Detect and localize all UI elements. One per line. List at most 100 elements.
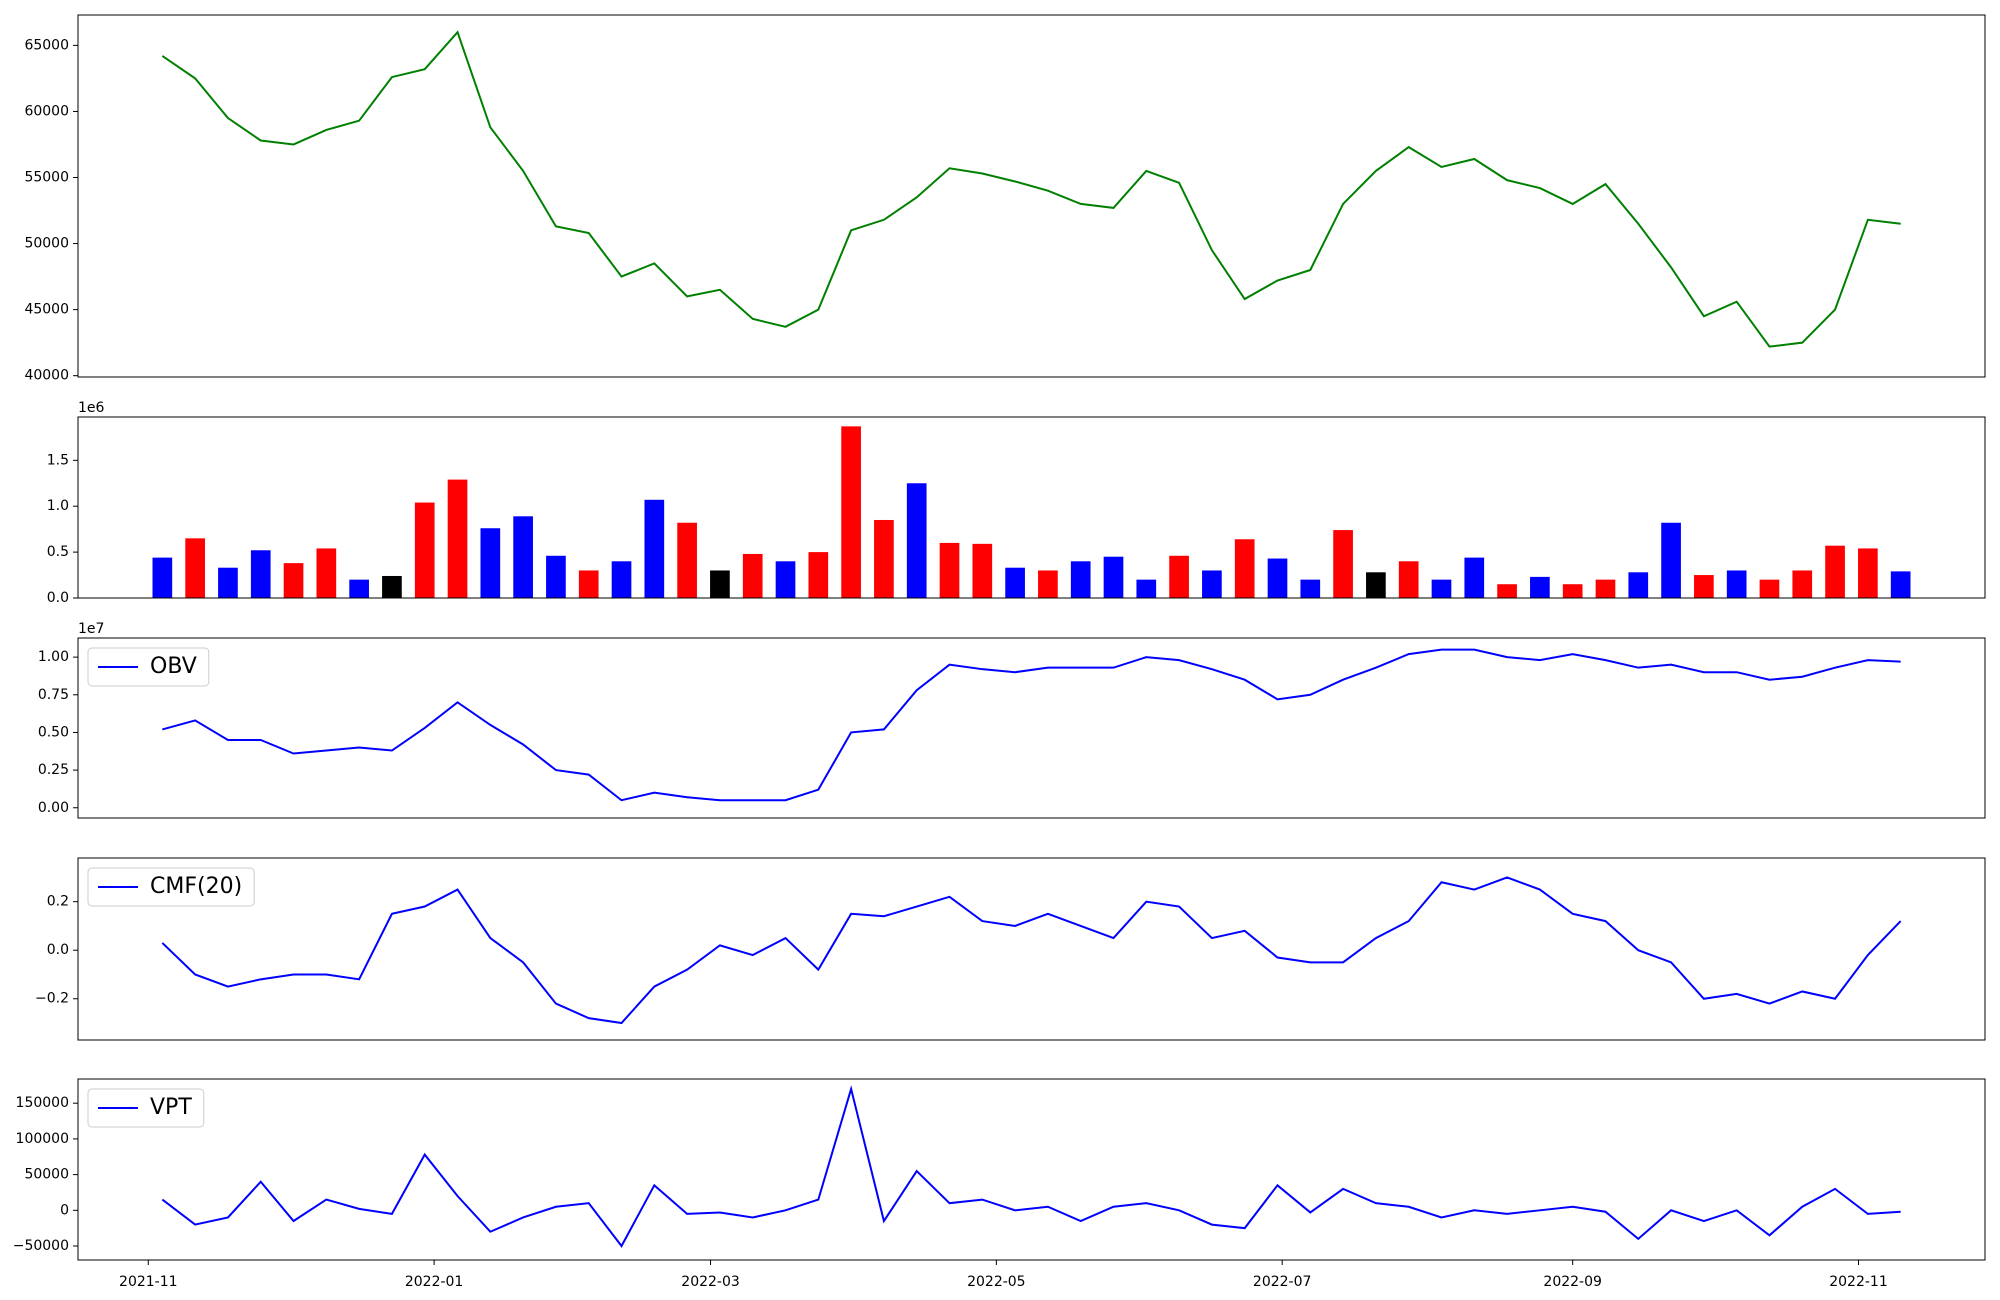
x-tick-label: 2022-03 [681,1274,740,1290]
legend-box [87,647,210,687]
line [161,1085,1901,1248]
legend-box [87,1088,205,1128]
x-tick-label: 2022-09 [1543,1274,1602,1290]
line [161,30,1901,348]
bar [972,543,993,598]
plot-frame [77,14,1986,378]
y-tick-label: 50000 [24,236,69,252]
bar [578,570,599,598]
y-tick-label: 100000 [16,1131,69,1147]
bar [1825,545,1845,598]
y-tick-label: 65000 [24,37,69,53]
bar [414,502,435,598]
bar [841,426,861,598]
bar [1103,556,1124,598]
plot-frame [77,637,1986,819]
bar [1234,539,1255,598]
bar [1136,579,1157,598]
bar [1890,571,1911,598]
x-tick-label: 2022-05 [967,1274,1026,1290]
bar [447,479,468,598]
bar [152,557,173,598]
y-tick-label: 60000 [24,103,69,119]
legend: CMF(20) [87,867,255,907]
y-tick-label: 0.2 [47,894,69,910]
bar [1661,522,1681,598]
bar [1267,558,1288,598]
bar [775,561,796,598]
bar [1858,548,1878,598]
x-tick-label: 2022-01 [405,1274,464,1290]
bar [742,553,763,598]
y-tick-label: 0.5 [47,544,69,560]
bar [1005,567,1025,598]
y-tick-label: 55000 [24,170,69,186]
legend-label: CMF(20) [150,874,242,899]
plot-frame [77,857,1986,1041]
y-tick-label: 0.0 [47,942,69,958]
bar [1628,572,1649,598]
bar [316,548,337,598]
y-tick-label: −0.2 [35,991,69,1007]
y-tick-label: 0.75 [38,687,69,703]
bar [480,528,501,598]
legend-label: OBV [150,654,197,679]
y-tick-label: 1.0 [47,498,69,514]
bar [1562,584,1583,598]
bar [906,483,927,598]
bar [1530,576,1550,598]
panel: 40000 45000 50000 55000 60000 65000 [24,14,1986,384]
bar [611,561,632,598]
bar [1694,575,1714,598]
bar [1202,570,1222,598]
bar [185,538,205,598]
bar [677,522,697,598]
bar [1726,570,1747,598]
panel: 0.00 0.25 0.50 0.75 1.00 1e7 OBV [38,621,1986,819]
bar [644,499,665,598]
panel: −0.2 0.0 0.2 CMF(20) [35,857,1986,1041]
bar [808,552,829,598]
panel: −50000 0 50000 100000 150000 2021-11 2022-01 20… [13,1078,1986,1290]
bar [939,542,960,598]
bar [1464,557,1485,598]
bar [1333,530,1353,598]
y-tick-label: 150000 [16,1095,69,1111]
bar [1431,579,1452,598]
x-tick-label: 2022-07 [1253,1274,1312,1290]
bar [1366,572,1386,598]
y-tick-label: 45000 [24,302,69,318]
y-tick-label: 1.5 [47,452,69,468]
y-tick-label: 0.50 [38,724,69,740]
bar [382,575,402,598]
y-tick-label: 1.00 [38,649,69,665]
bar [1070,561,1091,598]
legend: VPT [87,1088,205,1128]
y-tick-label: 40000 [24,368,69,384]
legend: OBV [87,647,210,687]
bar [513,516,533,598]
bar [218,567,238,598]
line [162,648,1901,802]
bar [1792,570,1813,598]
line [161,876,1902,1025]
plot-frame [77,1078,1986,1261]
bar [1595,579,1616,598]
bar [1300,579,1321,598]
y-tick-label: 0 [60,1202,69,1218]
bar [710,570,730,598]
bar [283,563,304,598]
bar [250,550,271,598]
x-tick-label: 2021-11 [119,1274,178,1290]
y-tick-label: 0.00 [38,800,69,816]
panel: 0.0 0.5 1.0 1.5 1e6 [47,400,1986,606]
plot-frame [77,416,1986,599]
bar [1497,584,1517,598]
y-tick-label: 50000 [24,1167,69,1183]
bar [874,519,894,598]
x-tick-label: 2022-11 [1829,1274,1888,1290]
legend-label: VPT [150,1095,192,1120]
y-tick-label: 0.0 [47,590,69,606]
axis-offset-label: 1e7 [78,621,104,637]
